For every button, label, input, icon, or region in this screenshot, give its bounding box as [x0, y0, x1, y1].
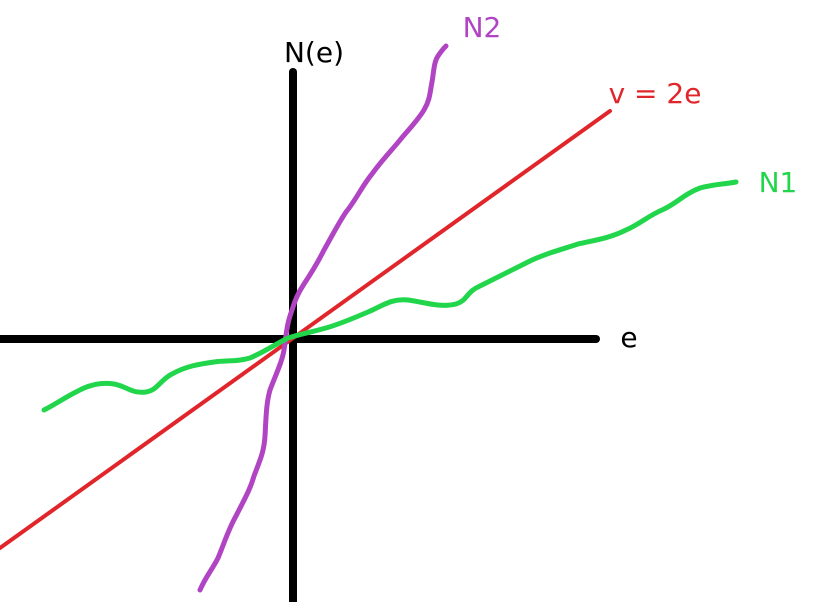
x-axis-label: e [620, 321, 637, 354]
n2-label: N2 [463, 11, 502, 44]
n1-label: N1 [759, 166, 798, 199]
reference-line-label: v = 2e [609, 77, 702, 110]
n1-curve [41, 179, 739, 413]
n2-curve [197, 43, 449, 593]
y-axis-label: N(e) [284, 36, 344, 69]
reference-line [0, 109, 612, 550]
